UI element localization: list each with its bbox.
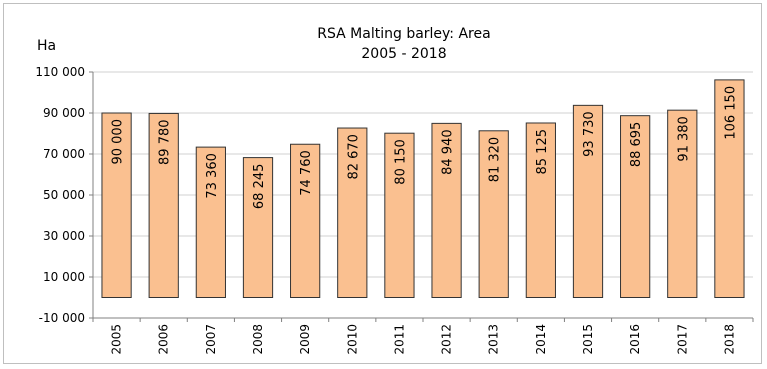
bar (384, 132, 415, 298)
x-tick-label: 2008 (251, 324, 265, 355)
y-axis-ticks: -10 000 10 000 30 000 50 000 70 000 90 000 110… (35, 65, 93, 325)
x-tick-label: 2012 (440, 324, 454, 355)
data-label: 85 125 (535, 129, 550, 175)
x-tick-label: 2017 (675, 324, 689, 355)
y-tick-label: 70 000 (43, 147, 85, 161)
x-tick-label: 2010 (345, 324, 359, 355)
bars: 90 000 89 780 73 360 68 245 74 760 82 670 80 1… (101, 79, 745, 299)
bar (290, 143, 321, 298)
y-tick-label: 10 000 (43, 270, 85, 284)
bar (101, 112, 132, 298)
bar (195, 146, 226, 298)
data-label: 89 780 (158, 119, 173, 164)
data-label: 106 150 (723, 86, 738, 140)
chart-frame: RSA Malting barley: Area 2005 - 2018 Ha … (3, 3, 762, 364)
data-label: 90 000 (111, 119, 126, 165)
x-tick-label: 2009 (298, 324, 312, 355)
bar (667, 109, 698, 298)
data-label: 84 940 (441, 129, 456, 175)
y-tick-label: 90 000 (43, 106, 85, 120)
x-tick-label: 2016 (628, 324, 642, 355)
bar (714, 79, 745, 298)
data-label: 82 670 (346, 134, 361, 180)
x-tick-label: 2007 (204, 324, 218, 355)
data-label: 73 360 (205, 153, 220, 199)
bar-chart: RSA Malting barley: Area 2005 - 2018 Ha … (35, 26, 754, 355)
y-tick-label: 30 000 (43, 229, 85, 243)
bar (242, 157, 274, 298)
x-tick-label: 2011 (392, 324, 406, 355)
bar (431, 122, 462, 298)
gridlines (93, 71, 753, 319)
y-tick-label: 50 000 (43, 188, 85, 202)
y-tick-label: 110 000 (35, 65, 85, 79)
x-axis-ticks: 2005 2006 2007 2008 2009 2010 2011 2012 2013 2014… (110, 324, 737, 355)
data-label: 68 245 (252, 164, 267, 210)
x-tick-label: 2006 (157, 324, 171, 355)
y-axis-unit-label: Ha (37, 38, 56, 54)
y-tick-label: -10 000 (39, 311, 85, 325)
data-label: 91 380 (676, 116, 691, 161)
data-label: 88 695 (629, 122, 644, 168)
x-tick-label: 2005 (110, 324, 124, 355)
bar (478, 130, 509, 298)
bar (620, 115, 651, 298)
x-tick-label: 2013 (487, 324, 501, 355)
bar (148, 112, 179, 298)
data-label: 80 150 (393, 139, 408, 185)
x-tick-label: 2015 (581, 324, 595, 355)
bar (337, 127, 368, 298)
bar (572, 104, 604, 298)
axes (92, 72, 754, 322)
bar (525, 122, 556, 299)
x-tick-label: 2014 (534, 324, 548, 355)
chart-title: RSA Malting barley: Area (317, 26, 490, 42)
data-label: 74 760 (299, 150, 314, 196)
chart-subtitle: 2005 - 2018 (361, 46, 446, 62)
data-label: 81 320 (488, 137, 503, 183)
x-tick-label: 2018 (722, 324, 736, 355)
data-label: 93 730 (582, 111, 597, 157)
